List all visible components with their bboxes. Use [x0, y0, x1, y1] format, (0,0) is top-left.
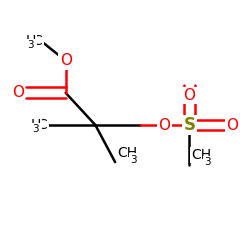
Text: O: O [183, 88, 195, 103]
Text: O: O [226, 118, 238, 132]
Text: 3: 3 [28, 40, 34, 50]
Text: O: O [12, 85, 24, 100]
Text: 3: 3 [32, 124, 39, 134]
Text: O: O [158, 118, 170, 132]
Text: 3: 3 [204, 157, 211, 167]
Text: C: C [38, 118, 47, 132]
Text: CH: CH [118, 146, 138, 160]
Text: S: S [183, 116, 195, 134]
Text: O: O [60, 53, 72, 68]
Text: 3: 3 [130, 154, 137, 164]
Text: H: H [26, 34, 36, 48]
Text: C: C [32, 34, 42, 48]
Text: H: H [30, 118, 41, 132]
Text: CH: CH [192, 148, 212, 162]
